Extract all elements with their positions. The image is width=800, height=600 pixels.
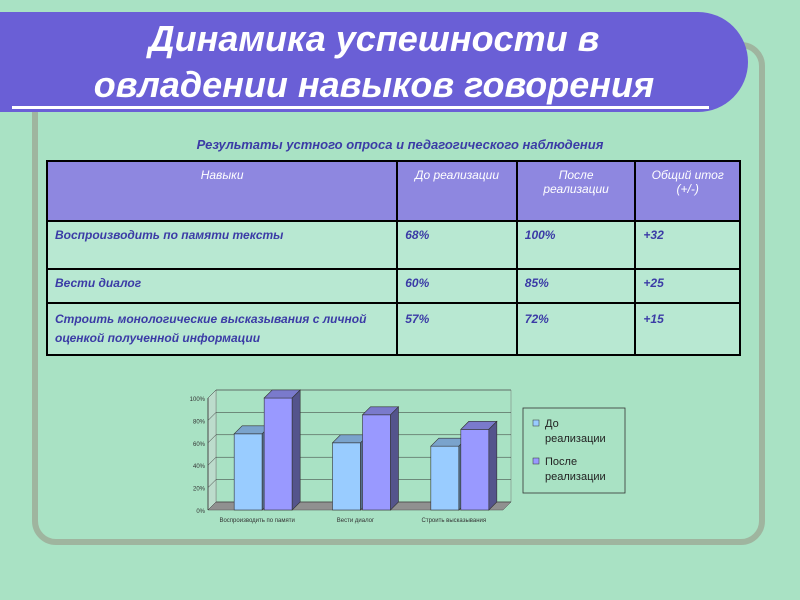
- cell-after: 72%: [515, 302, 637, 356]
- table-row: Вести диалог 60% 85% +25: [45, 268, 741, 304]
- legend-entry-label: До: [545, 418, 559, 430]
- slide-title-line-1: Динамика успешности в: [148, 18, 600, 59]
- x-tick-label: Вести диалог: [337, 518, 375, 524]
- table-row: Строить монологические высказывания с ли…: [45, 302, 741, 356]
- gridline-depth: [207, 412, 217, 421]
- cell-skill: Строить монологические высказывания с ли…: [45, 302, 399, 356]
- cell-total: +32: [634, 220, 741, 270]
- gridline-depth: [207, 501, 217, 511]
- gridline-depth: [207, 479, 217, 488]
- legend-swatch: [532, 419, 540, 427]
- bar: [430, 445, 460, 511]
- title-underline: [12, 106, 709, 109]
- gridline-depth: [207, 389, 217, 399]
- cell-after: 85%: [515, 268, 637, 304]
- table-header-row: Навыки До реализации После реализации Об…: [45, 160, 741, 222]
- title-band: [0, 12, 748, 112]
- header-total: Общий итог (+/-): [634, 160, 741, 222]
- y-tick-label: 40%: [193, 464, 206, 470]
- bar: [233, 433, 263, 511]
- cell-before: 57%: [396, 302, 518, 356]
- y-tick-label: 80%: [193, 419, 206, 425]
- bar-side: [390, 406, 399, 511]
- slide-subtitle: Результаты устного опроса и педагогическ…: [196, 137, 604, 152]
- cell-before: 60%: [396, 268, 518, 304]
- bar: [460, 429, 490, 511]
- cell-total: +25: [634, 268, 741, 304]
- header-before: До реализации: [396, 160, 518, 222]
- bar-chart: 0% 20% 40% 60% 80% 100% Воспроизводить по памя…: [190, 389, 626, 524]
- legend-entry-label: После: [545, 456, 577, 468]
- bar: [263, 397, 293, 511]
- bar-side: [488, 420, 498, 511]
- cell-before: 68%: [396, 220, 518, 270]
- slide-title-line-2: овладении навыков говорения: [93, 64, 655, 105]
- results-table: Навыки До реализации После реализации Об…: [45, 160, 741, 356]
- bar: [332, 442, 361, 511]
- x-tick-label: Строить высказывания: [422, 518, 487, 524]
- cell-skill: Вести диалог: [45, 268, 399, 304]
- gridline-depth: [207, 434, 217, 443]
- cell-after: 100%: [515, 220, 637, 270]
- bar-side: [291, 389, 301, 511]
- x-tick-label: Воспроизводить по памяти: [219, 518, 294, 524]
- header-after: После реализации: [515, 160, 637, 222]
- cell-total: +15: [634, 302, 741, 356]
- chart-legend: [522, 407, 626, 494]
- header-skills: Навыки: [45, 160, 399, 222]
- gridline-depth: [207, 457, 217, 466]
- y-tick-label: 0%: [196, 509, 205, 515]
- slide-title: Динамика успешности в овладении навыков …: [0, 12, 748, 112]
- legend-entry-label: реализации: [545, 433, 606, 445]
- cell-skill: Воспроизводить по памяти тексты: [45, 220, 399, 270]
- y-tick-label: 20%: [193, 487, 206, 493]
- legend-swatch: [532, 457, 540, 465]
- bar: [362, 414, 391, 511]
- y-tick-label: 60%: [193, 442, 206, 448]
- table-row: Воспроизводить по памяти тексты 68% 100%…: [45, 220, 741, 270]
- legend-entry-label: реализации: [545, 471, 606, 483]
- y-tick-label: 100%: [190, 397, 206, 403]
- chart-side-wall: [207, 389, 217, 511]
